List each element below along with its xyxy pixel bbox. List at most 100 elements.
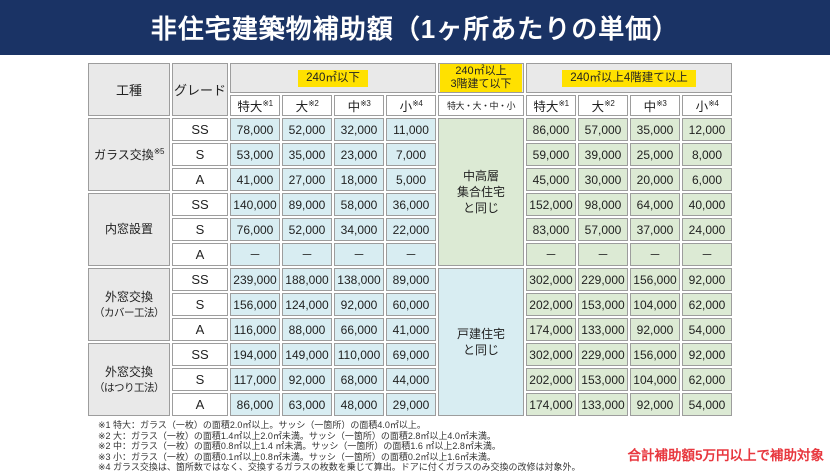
page-title: 非住宅建築物補助額（1ヶ所あたりの単価）: [150, 14, 680, 44]
value-cell: 27,000: [282, 168, 332, 192]
value-cell: 133,000: [578, 393, 628, 417]
title-bar: 非住宅建築物補助額（1ヶ所あたりの単価）: [0, 0, 830, 55]
value-cell: 41,000: [386, 318, 436, 342]
table-row: A －－－－－－－－: [88, 243, 732, 267]
value-cell: 54,000: [682, 393, 732, 417]
table-row: S 156,000 124,000 92,000 60,000 202,000 153,00…: [88, 293, 732, 317]
size-label: 中: [347, 100, 361, 115]
size-label: 小: [399, 100, 413, 115]
value-cell: 188,000: [282, 268, 332, 292]
value-cell: 8,000: [682, 143, 732, 167]
value-cell: 89,000: [386, 268, 436, 292]
value-cell: －: [334, 243, 384, 267]
value-cell: 92,000: [282, 368, 332, 392]
grade-cell: SS: [172, 268, 228, 292]
value-cell: 229,000: [578, 268, 628, 292]
value-cell: 92,000: [334, 293, 384, 317]
kind-label: 外窓交換: [104, 364, 153, 379]
value-cell: 64,000: [630, 193, 680, 217]
value-cell: 88,000: [282, 318, 332, 342]
footnote-ref: ※3: [360, 99, 371, 109]
value-cell: －: [282, 243, 332, 267]
kind-cell: 内窓設置: [88, 193, 170, 267]
mid-span-label: 集合住宅: [456, 185, 505, 200]
value-cell: 35,000: [282, 143, 332, 167]
value-cell: 37,000: [630, 218, 680, 242]
value-cell: 12,000: [682, 118, 732, 142]
value-cell: 104,000: [630, 368, 680, 392]
value-cell: 116,000: [230, 318, 280, 342]
footnote-ref: ※2: [308, 99, 319, 109]
value-cell: 40,000: [682, 193, 732, 217]
grade-cell: S: [172, 368, 228, 392]
mid-span-cell: 戸建住宅 と同じ: [438, 268, 524, 417]
value-cell: 7,000: [386, 143, 436, 167]
size-header-s-left: 小※4: [386, 95, 436, 117]
size-header-s-right: 小※4: [682, 95, 732, 117]
grade-cell: SS: [172, 343, 228, 367]
size-header-m-left: 中※3: [334, 95, 384, 117]
value-cell: －: [386, 243, 436, 267]
kind-footnote-ref: ※5: [153, 146, 165, 156]
value-cell: 86,000: [230, 393, 280, 417]
footnote-ref: ※1: [262, 99, 273, 109]
value-cell: 57,000: [578, 118, 628, 142]
value-cell: 5,000: [386, 168, 436, 192]
kind-label: ガラス交換: [94, 147, 154, 162]
value-cell: 59,000: [526, 143, 576, 167]
footnote-ref: ※1: [558, 99, 569, 109]
value-cell: 62,000: [682, 293, 732, 317]
footnote-ref: ※3: [656, 99, 667, 109]
mid-span-label: 中高層: [462, 169, 499, 184]
size-header-row: 特大※1 大※2 中※3 小※4 特大・大・中・小 特大※1 大※2 中※3 小…: [88, 95, 732, 117]
size-header-xl-right: 特大※1: [526, 95, 576, 117]
grade-cell: S: [172, 293, 228, 317]
value-cell: 76,000: [230, 218, 280, 242]
value-cell: 53,000: [230, 143, 280, 167]
group-header-row: 工種 グレード 240㎡以下 240㎡以上 3階建て以下 240㎡以上4階建て以上: [88, 63, 732, 117]
table-row: 外窓交換 （カバー工法） SS 239,000 188,000 138,000 89,000…: [88, 268, 732, 417]
value-cell: 86,000: [526, 118, 576, 142]
value-cell: 153,000: [578, 368, 628, 392]
value-cell: 66,000: [334, 318, 384, 342]
value-cell: 89,000: [282, 193, 332, 217]
value-cell: 124,000: [282, 293, 332, 317]
value-cell: 18,000: [334, 168, 384, 192]
size-header-m-right: 中※3: [630, 95, 680, 117]
value-cell: 34,000: [334, 218, 384, 242]
value-cell: 153,000: [578, 293, 628, 317]
value-cell: －: [578, 243, 628, 267]
value-cell: 302,000: [526, 268, 576, 292]
kind-cell: ガラス交換※5: [88, 118, 170, 192]
value-cell: 63,000: [282, 393, 332, 417]
kind-label: （カバー工法）: [94, 306, 165, 319]
value-cell: 60,000: [386, 293, 436, 317]
value-cell: 52,000: [282, 118, 332, 142]
value-cell: 36,000: [386, 193, 436, 217]
value-cell: 32,000: [334, 118, 384, 142]
mid-span-label: 戸建住宅: [456, 327, 505, 342]
value-cell: 83,000: [526, 218, 576, 242]
subsidy-table-wrap: 工種 グレード 240㎡以下 240㎡以上 3階建て以下 240㎡以上4階建て以上…: [86, 61, 734, 418]
size-label: 大: [591, 100, 605, 115]
value-cell: 24,000: [682, 218, 732, 242]
value-cell: 239,000: [230, 268, 280, 292]
group-label-over-240-over-4f: 240㎡以上4階建て以上: [562, 69, 696, 87]
footnote-ref: ※4: [412, 99, 423, 109]
value-cell: 62,000: [682, 368, 732, 392]
table-row: A 86,000 63,000 48,000 29,000 174,000 133,000 9…: [88, 393, 732, 417]
group-header-right: 240㎡以上4階建て以上: [526, 63, 732, 94]
value-cell: 104,000: [630, 293, 680, 317]
value-cell: 39,000: [578, 143, 628, 167]
subsidy-table: 工種 グレード 240㎡以下 240㎡以上 3階建て以下 240㎡以上4階建て以上…: [86, 61, 734, 418]
size-header-xl-left: 特大※1: [230, 95, 280, 117]
value-cell: －: [682, 243, 732, 267]
grade-cell: S: [172, 143, 228, 167]
value-cell: －: [230, 243, 280, 267]
value-cell: 68,000: [334, 368, 384, 392]
footnote-ref: ※2: [604, 99, 615, 109]
value-cell: 25,000: [630, 143, 680, 167]
value-cell: 302,000: [526, 343, 576, 367]
value-cell: 30,000: [578, 168, 628, 192]
footnote-line: ※2 中：ガラス（一枚）の面積0.8㎡以上1.4 ㎡未満。サッシ（一箇所）の面積…: [98, 441, 501, 452]
